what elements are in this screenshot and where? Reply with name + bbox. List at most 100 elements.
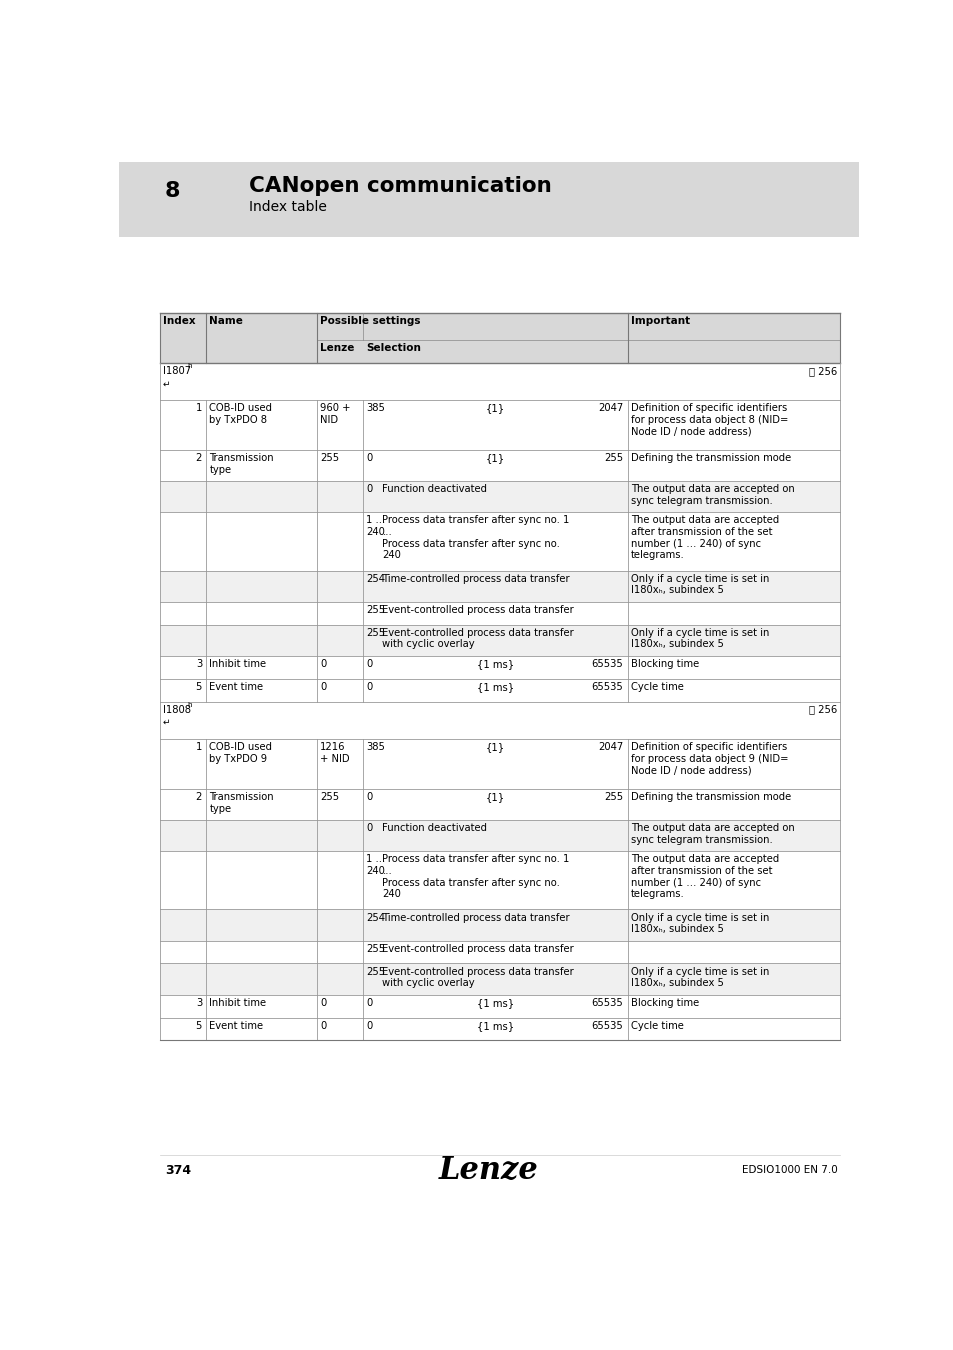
Text: Cycle time: Cycle time	[630, 682, 683, 691]
Text: Selection: Selection	[366, 343, 420, 352]
Text: COB-ID used
by TxPDO 8: COB-ID used by TxPDO 8	[210, 404, 273, 425]
Text: Possible settings: Possible settings	[320, 316, 420, 325]
Text: ↵: ↵	[163, 718, 171, 728]
Text: {1}: {1}	[485, 792, 505, 802]
Text: Defining the transmission mode: Defining the transmission mode	[630, 792, 790, 802]
Text: Event-controlled process data transfer
with cyclic overlay: Event-controlled process data transfer w…	[382, 967, 574, 988]
Text: 1: 1	[195, 743, 202, 752]
Text: 1: 1	[195, 404, 202, 413]
Text: 2047: 2047	[598, 404, 623, 413]
Bar	[160, 313, 840, 363]
Text: Definition of specific identifiers
for process data object 8 (NID=
Node ID / nod: Definition of specific identifiers for p…	[630, 404, 787, 436]
Text: Event-controlled process data transfer
with cyclic overlay: Event-controlled process data transfer w…	[382, 628, 574, 649]
Text: 0: 0	[366, 1021, 372, 1030]
Text: 3: 3	[195, 659, 202, 668]
Text: Only if a cycle time is set in
I180xₕ, subindex 5: Only if a cycle time is set in I180xₕ, s…	[630, 967, 768, 988]
Bar	[160, 481, 840, 512]
Text: Transmission
type: Transmission type	[210, 792, 274, 814]
Text: I1807: I1807	[163, 366, 191, 375]
Text: Important: Important	[630, 316, 689, 325]
Text: EDSIO1000 EN 7.0: EDSIO1000 EN 7.0	[741, 1165, 837, 1176]
Text: Inhibit time: Inhibit time	[210, 659, 266, 668]
Text: 385: 385	[366, 404, 385, 413]
Text: 3: 3	[195, 998, 202, 1007]
Text: Only if a cycle time is set in
I180xₕ, subindex 5: Only if a cycle time is set in I180xₕ, s…	[630, 628, 768, 649]
Text: COB-ID used
by TxPDO 9: COB-ID used by TxPDO 9	[210, 743, 273, 764]
Text: 65535: 65535	[591, 682, 623, 691]
Text: {1 ms}: {1 ms}	[476, 1021, 514, 1030]
Text: Event-controlled process data transfer: Event-controlled process data transfer	[382, 605, 574, 614]
Text: 255: 255	[366, 944, 385, 953]
Text: {1}: {1}	[485, 454, 505, 463]
Text: {1}: {1}	[485, 404, 505, 413]
Text: Index table: Index table	[249, 200, 326, 213]
Text: 255: 255	[320, 454, 339, 463]
Text: Defining the transmission mode: Defining the transmission mode	[630, 454, 790, 463]
Text: Event-controlled process data transfer: Event-controlled process data transfer	[382, 944, 574, 953]
Text: Name: Name	[210, 316, 243, 325]
Text: h: h	[187, 363, 192, 369]
Text: 0: 0	[366, 659, 372, 668]
Text: 255: 255	[604, 454, 623, 463]
Text: 385: 385	[366, 743, 385, 752]
Text: 1 ...
240: 1 ... 240	[366, 516, 385, 537]
Text: 2047: 2047	[598, 743, 623, 752]
Text: Process data transfer after sync no. 1
...
Process data transfer after sync no.
: Process data transfer after sync no. 1 .…	[382, 516, 569, 560]
Bar	[160, 819, 840, 852]
Text: 255: 255	[320, 792, 339, 802]
Bar	[119, 162, 858, 236]
Text: 0: 0	[366, 682, 372, 691]
Text: The output data are accepted on
sync telegram transmission.: The output data are accepted on sync tel…	[630, 824, 794, 845]
Text: 2: 2	[195, 454, 202, 463]
Text: 0: 0	[366, 998, 372, 1007]
Text: 65535: 65535	[591, 1021, 623, 1030]
Text: 2: 2	[195, 792, 202, 802]
Text: Blocking time: Blocking time	[630, 659, 699, 668]
Text: Index: Index	[163, 316, 195, 325]
Text: 255: 255	[366, 967, 385, 976]
Text: 1216
+ NID: 1216 + NID	[320, 743, 350, 764]
Text: 5: 5	[195, 682, 202, 691]
Text: The output data are accepted on
sync telegram transmission.: The output data are accepted on sync tel…	[630, 485, 794, 506]
Text: Cycle time: Cycle time	[630, 1021, 683, 1030]
Text: Time-controlled process data transfer: Time-controlled process data transfer	[382, 913, 570, 922]
Text: Function deactivated: Function deactivated	[382, 485, 487, 494]
Text: The output data are accepted
after transmission of the set
number (1 … 240) of s: The output data are accepted after trans…	[630, 855, 779, 899]
Text: 0: 0	[366, 792, 372, 802]
Text: 255: 255	[604, 792, 623, 802]
Text: 255: 255	[366, 605, 385, 614]
Text: Function deactivated: Function deactivated	[382, 824, 487, 833]
Text: Only if a cycle time is set in
I180xₕ, subindex 5: Only if a cycle time is set in I180xₕ, s…	[630, 913, 768, 934]
Text: 960 +
NID: 960 + NID	[320, 404, 351, 425]
Text: 65535: 65535	[591, 659, 623, 668]
Text: 255: 255	[366, 628, 385, 637]
Text: 1 ...
240: 1 ... 240	[366, 855, 385, 876]
Bar	[160, 910, 840, 941]
Text: Inhibit time: Inhibit time	[210, 998, 266, 1007]
Text: {1 ms}: {1 ms}	[476, 998, 514, 1007]
Text: 0: 0	[366, 454, 372, 463]
Text: Lenze: Lenze	[438, 1154, 538, 1185]
Text: Lenze: Lenze	[320, 343, 355, 352]
Text: 0: 0	[320, 998, 326, 1007]
Text: I1808: I1808	[163, 705, 191, 714]
Text: Process data transfer after sync no. 1
...
Process data transfer after sync no.
: Process data transfer after sync no. 1 .…	[382, 855, 569, 899]
Text: Only if a cycle time is set in
I180xₕ, subindex 5: Only if a cycle time is set in I180xₕ, s…	[630, 574, 768, 595]
Text: 254: 254	[366, 913, 385, 922]
Bar	[160, 625, 840, 656]
Text: 0: 0	[366, 485, 372, 494]
Text: ↵: ↵	[163, 379, 171, 389]
Text: 65535: 65535	[591, 998, 623, 1007]
Text: Event time: Event time	[210, 682, 263, 691]
Text: h: h	[187, 702, 192, 707]
Bar	[160, 964, 840, 995]
Text: 5: 5	[195, 1021, 202, 1030]
Text: Transmission
type: Transmission type	[210, 454, 274, 475]
Text: Definition of specific identifiers
for process data object 9 (NID=
Node ID / nod: Definition of specific identifiers for p…	[630, 743, 787, 775]
Text: 0: 0	[366, 824, 372, 833]
Text: 0: 0	[320, 682, 326, 691]
Text: Blocking time: Blocking time	[630, 998, 699, 1007]
Text: 0: 0	[320, 659, 326, 668]
Text: {1 ms}: {1 ms}	[476, 682, 514, 691]
Text: ⬜ 256: ⬜ 256	[808, 366, 837, 375]
